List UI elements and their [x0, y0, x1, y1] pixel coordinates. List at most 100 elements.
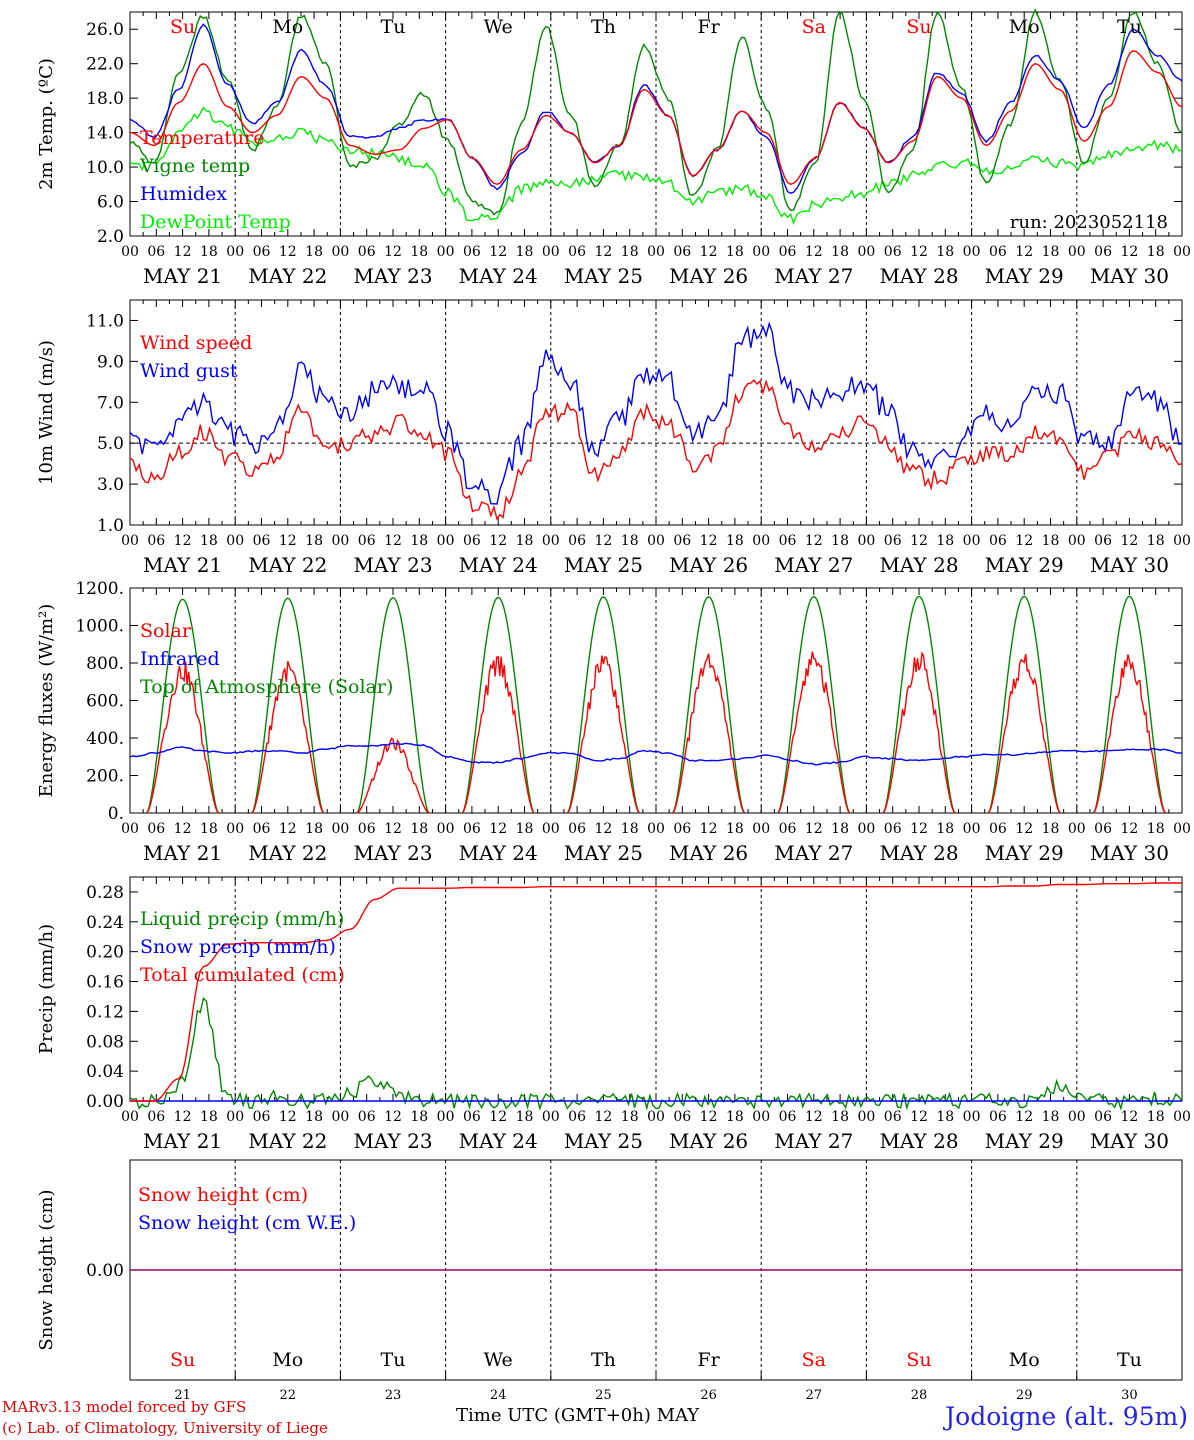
series-line-temperature	[129, 50, 1183, 186]
time-axis-title: Time UTC (GMT+0h)	[456, 1405, 651, 1426]
hour-tick-label: 00	[963, 244, 981, 260]
hour-tick-label: 00	[857, 821, 875, 837]
date-label: MAY 23	[353, 553, 432, 577]
hour-tick-label: 12	[700, 1109, 718, 1125]
legend-entry: Solar	[140, 620, 192, 642]
date-label: MAY 24	[459, 841, 538, 865]
y-tick-label: 9.0	[97, 352, 124, 372]
series-line-dewpoint	[129, 106, 1183, 225]
hour-tick-label: 18	[936, 1109, 954, 1125]
date-number: 23	[385, 1388, 402, 1403]
hour-tick-label: 06	[463, 244, 481, 260]
date-label: MAY 25	[564, 553, 643, 577]
hour-tick-label: 12	[1120, 244, 1138, 260]
hour-tick-label: 18	[516, 244, 534, 260]
date-number: 28	[911, 1388, 928, 1403]
legend-entry: Snow height (cm W.E.)	[138, 1212, 356, 1234]
y-axis-label: Precip (mm/h)	[36, 924, 57, 1054]
hour-tick-label: 18	[831, 533, 849, 549]
hour-tick-label: 12	[594, 821, 612, 837]
hour-tick-label: 12	[174, 244, 192, 260]
hour-tick-label: 12	[594, 244, 612, 260]
y-tick-label: 1.0	[97, 516, 124, 536]
hour-tick-label: 18	[726, 821, 744, 837]
date-label: MAY 25	[564, 1129, 643, 1153]
hour-tick-label: 00	[647, 821, 665, 837]
hour-tick-label: 06	[147, 1109, 165, 1125]
hour-tick-label: 00	[1068, 244, 1086, 260]
hour-tick-label: 18	[1042, 533, 1060, 549]
y-tick-label: 14.0	[86, 124, 124, 144]
day-label: Su	[906, 16, 931, 38]
hour-tick-label: 06	[358, 1109, 376, 1125]
hour-tick-label: 00	[647, 533, 665, 549]
day-label: Sa	[802, 16, 826, 38]
hour-tick-label: 00	[331, 244, 349, 260]
date-label: MAY 26	[669, 264, 748, 288]
hour-tick-label: 18	[516, 1109, 534, 1125]
hour-tick-label: 06	[989, 821, 1007, 837]
y-tick-label: 1200.	[75, 579, 124, 599]
date-label: MAY 21	[143, 264, 222, 288]
hour-tick-label: 06	[779, 244, 797, 260]
hour-tick-label: 06	[253, 244, 271, 260]
date-label: MAY 27	[774, 841, 853, 865]
date-number: 30	[1121, 1388, 1138, 1403]
hour-tick-label: 00	[437, 244, 455, 260]
date-label: MAY 30	[1090, 841, 1169, 865]
hour-tick-label: 00	[857, 1109, 875, 1125]
hour-tick-label: 12	[489, 821, 507, 837]
hour-tick-label: 12	[910, 1109, 928, 1125]
legend-entry: Total cumulated (cm)	[140, 964, 345, 986]
y-tick-label: 0.04	[86, 1062, 124, 1082]
legend-entry: Humidex	[140, 183, 227, 205]
hour-tick-label: 18	[1147, 244, 1165, 260]
day-label: Tu	[381, 16, 406, 38]
hour-tick-label: 18	[410, 1109, 428, 1125]
day-label: Fr	[697, 16, 720, 38]
hour-tick-label: 06	[673, 1109, 691, 1125]
date-label: MAY 23	[353, 1129, 432, 1153]
hour-tick-label: 00	[542, 244, 560, 260]
y-axis-label: Energy fluxes (W/m²)	[36, 604, 57, 798]
hour-tick-label: 12	[279, 1109, 297, 1125]
date-label: MAY 29	[985, 1129, 1064, 1153]
hour-tick-label: 00	[857, 244, 875, 260]
hour-tick-label: 00	[1173, 244, 1191, 260]
hour-tick-label: 00	[963, 1109, 981, 1125]
hour-tick-label: 00	[226, 244, 244, 260]
y-axis-label: Snow height (cm)	[36, 1189, 57, 1350]
hour-tick-label: 12	[174, 533, 192, 549]
hour-tick-label: 06	[463, 821, 481, 837]
day-label: We	[484, 1349, 513, 1371]
hour-tick-label: 06	[1094, 244, 1112, 260]
legend-entry: DewPoint Temp	[140, 211, 291, 233]
hour-tick-label: 00	[963, 533, 981, 549]
day-label: We	[484, 16, 513, 38]
hour-tick-label: 12	[910, 821, 928, 837]
hour-tick-label: 18	[726, 244, 744, 260]
hour-tick-label: 06	[989, 1109, 1007, 1125]
hour-tick-label: 00	[437, 1109, 455, 1125]
hour-tick-label: 06	[358, 821, 376, 837]
date-label: MAY 26	[669, 553, 748, 577]
y-tick-label: 0.	[108, 804, 124, 824]
y-tick-label: 11.0	[86, 311, 124, 331]
hour-tick-label: 00	[1068, 533, 1086, 549]
y-tick-label: 2.0	[97, 227, 124, 247]
day-label: Su	[906, 1349, 931, 1371]
hour-tick-label: 18	[1147, 821, 1165, 837]
hour-tick-label: 18	[831, 821, 849, 837]
hour-tick-label: 00	[121, 533, 139, 549]
series-line-toa-solar	[146, 595, 1166, 814]
date-label: MAY 21	[143, 553, 222, 577]
date-label: MAY 30	[1090, 264, 1169, 288]
series-line-humidex	[129, 23, 1183, 194]
hour-tick-label: 06	[568, 1109, 586, 1125]
hour-tick-label: 00	[331, 821, 349, 837]
hour-tick-label: 18	[831, 1109, 849, 1125]
date-label: MAY 28	[879, 841, 958, 865]
legend-entry: Wind speed	[140, 332, 252, 354]
plot-frame	[129, 299, 1183, 526]
hour-tick-label: 06	[568, 533, 586, 549]
